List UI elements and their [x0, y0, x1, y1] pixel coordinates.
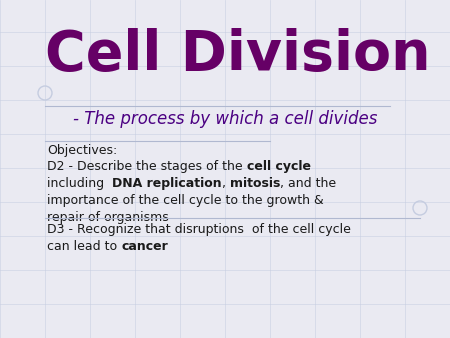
- Text: D3 - Recognize that disruptions  of the cell cycle: D3 - Recognize that disruptions of the c…: [47, 223, 351, 236]
- Text: ,: ,: [222, 177, 230, 190]
- Text: - The process by which a cell divides: - The process by which a cell divides: [73, 110, 377, 128]
- Text: D2 - Describe the stages of the: D2 - Describe the stages of the: [47, 160, 247, 173]
- Text: importance of the cell cycle to the growth &: importance of the cell cycle to the grow…: [47, 194, 324, 207]
- Text: cell cycle: cell cycle: [247, 160, 310, 173]
- Text: including: including: [47, 177, 112, 190]
- Text: can lead to: can lead to: [47, 240, 121, 253]
- Text: DNA replication: DNA replication: [112, 177, 222, 190]
- Text: Objectives:: Objectives:: [47, 144, 117, 157]
- Text: cancer: cancer: [121, 240, 168, 253]
- Text: mitosis: mitosis: [230, 177, 280, 190]
- Text: , and the: , and the: [280, 177, 336, 190]
- Text: Cell Division: Cell Division: [45, 28, 431, 82]
- Text: repair of organisms: repair of organisms: [47, 211, 169, 224]
